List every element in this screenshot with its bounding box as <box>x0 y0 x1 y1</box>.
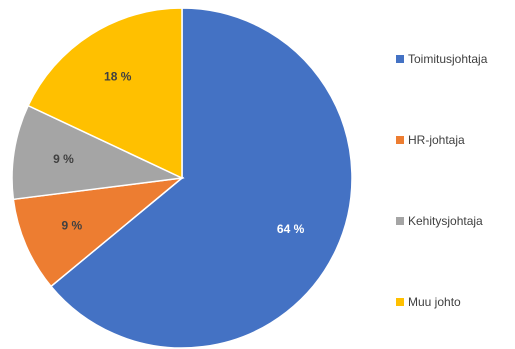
legend-label: Toimitusjohtaja <box>408 52 488 66</box>
pie-slice-kehitysjohtaja <box>11 104 185 201</box>
legend-item-muu-johto: Muu johto <box>396 295 461 309</box>
legend-swatch <box>396 136 404 144</box>
legend-label: Kehitysjohtaja <box>408 214 483 228</box>
data-label-muu-johto: 18 % <box>104 70 132 84</box>
pie-slice-toimitusjohtaja <box>49 7 353 349</box>
legend-item-toimitusjohtaja: Toimitusjohtaja <box>396 52 487 66</box>
data-label-kehitysjohtaja: 9 % <box>53 152 74 166</box>
legend-swatch <box>396 217 404 225</box>
legend-swatch <box>396 298 404 306</box>
pie-slice-hr-johtaja <box>12 176 185 288</box>
pie-slice-muu-johto <box>27 7 183 180</box>
legend-label: HR-johtaja <box>408 133 465 147</box>
legend-swatch <box>396 55 404 63</box>
pie-chart: 64 % 9 % 9 % 18 % <box>11 7 353 349</box>
data-label-hr-johtaja: 9 % <box>62 219 83 233</box>
legend-label: Muu johto <box>408 295 461 309</box>
legend-item-hr-johtaja: HR-johtaja <box>396 133 465 147</box>
legend-item-kehitysjohtaja: Kehitysjohtaja <box>396 214 483 228</box>
data-label-toimitusjohtaja: 64 % <box>277 222 305 236</box>
